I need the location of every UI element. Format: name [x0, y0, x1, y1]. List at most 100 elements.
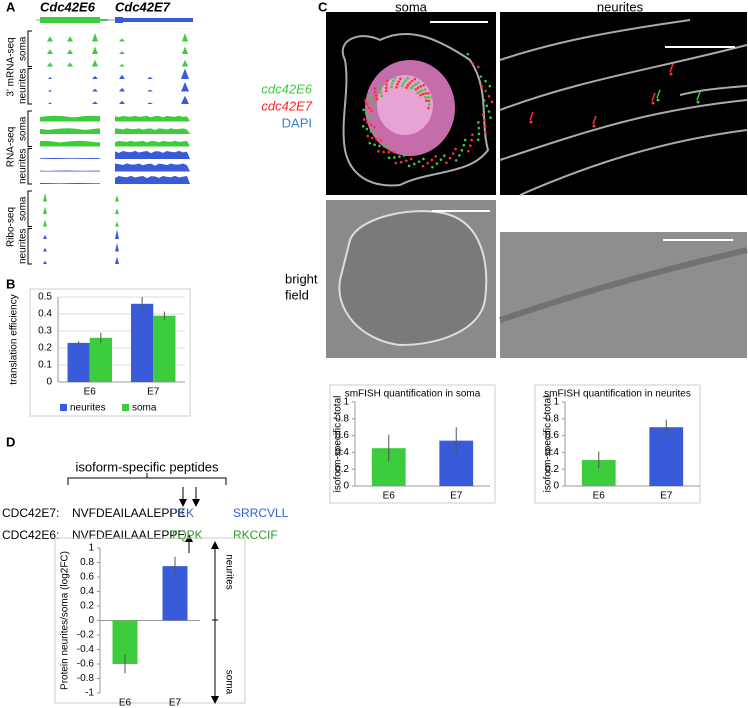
chart-title: smFISH quantification in neurites [544, 389, 691, 400]
rna-spot [392, 150, 395, 154]
y-tick-label: 1 [553, 397, 559, 408]
rna-spot [377, 150, 380, 153]
gene-label: Cdc42E7 [115, 0, 171, 14]
spot-arrow [669, 63, 674, 73]
bracket-label: isoform-specific peptides [75, 459, 219, 474]
y-tick-label: 0.4 [545, 447, 559, 458]
rna-spot [427, 106, 430, 110]
rna-spot [399, 160, 403, 164]
rna-spot [426, 95, 430, 99]
rna-spot [402, 81, 405, 85]
rna-spot [367, 106, 371, 109]
panel-label: B [6, 276, 15, 291]
rna-spot [404, 79, 407, 82]
rna-spot [414, 88, 418, 91]
rna-spot [427, 91, 430, 95]
rna-spot [395, 85, 398, 89]
rna-spot [435, 162, 439, 165]
condition-label: soma [18, 116, 29, 141]
sequence-specific: PKK [170, 506, 194, 520]
rna-spot [366, 134, 370, 138]
gene-model [115, 17, 123, 23]
rna-spot [427, 99, 431, 103]
spot-arrow [592, 115, 597, 125]
assay-label: RNA-seq [6, 127, 17, 168]
coverage-track [40, 115, 190, 122]
rna-spot [482, 99, 486, 102]
rna-spot [370, 117, 374, 121]
rna-spot [423, 88, 427, 91]
rna-spot [416, 81, 420, 84]
rna-spot [390, 82, 394, 86]
rna-spot [408, 81, 412, 85]
y-tick-label: 0.2 [38, 343, 52, 354]
gene-label: Cdc42E6 [40, 0, 96, 14]
chart-frame [54, 537, 246, 704]
rna-spot [387, 156, 391, 160]
brightfield-image [500, 232, 747, 358]
nucleus-center [377, 75, 433, 135]
rna-spot [471, 61, 474, 65]
rna-spot [477, 121, 480, 124]
rna-spot [489, 116, 492, 119]
coverage-track [40, 163, 190, 172]
coverage-track [38, 82, 192, 92]
condition-label: neurites [18, 68, 29, 104]
peptide-bracket [67, 473, 227, 485]
rna-spot [386, 79, 389, 83]
bar [131, 303, 154, 382]
legend-label: DAPI [282, 115, 312, 130]
rna-spot [373, 143, 376, 147]
assay-label: Ribo-seq [6, 207, 17, 247]
rna-spot [373, 104, 376, 108]
cell-body [338, 210, 488, 347]
rna-spot [427, 103, 431, 106]
coverage-track [38, 46, 192, 54]
rna-spot [477, 132, 481, 136]
rna-spot [476, 138, 480, 141]
rna-spot [454, 159, 458, 162]
coverage-track [40, 150, 190, 159]
rna-spot [481, 113, 485, 116]
x-tick-label: E6 [383, 491, 396, 502]
y-tick-label: 0.2 [335, 464, 349, 475]
sequence-common: NVFDEAILAALEPPE [72, 528, 185, 542]
coverage-track [40, 140, 190, 147]
neurite-outline [499, 19, 691, 61]
rna-spot [369, 98, 373, 101]
coverage-track [40, 175, 190, 184]
rna-spot [483, 118, 486, 122]
y-tick-label: 0 [46, 377, 52, 388]
rna-spot [487, 95, 491, 98]
rna-spot [361, 125, 365, 128]
chart-frame [29, 288, 191, 417]
rna-spot [454, 147, 457, 151]
y-axis-label: isoform-specific / total [333, 396, 344, 493]
rna-spot [385, 83, 388, 86]
brightfield-label: field [285, 287, 309, 302]
rna-spot [369, 123, 373, 127]
rna-spot [696, 100, 700, 104]
neurite-outline [679, 85, 748, 96]
rna-spot [398, 155, 401, 158]
neurite-outline [499, 44, 748, 111]
y-axis-label: Protein neurites/soma (log2FC) [60, 551, 71, 690]
rna-spot [417, 160, 421, 163]
rna-spot [362, 118, 366, 121]
legend-swatch [122, 404, 129, 411]
rna-spot [490, 100, 494, 104]
rna-spot [445, 161, 448, 164]
x-tick-label: E7 [169, 698, 182, 708]
chart-frame [329, 384, 496, 504]
rna-spot [405, 159, 408, 163]
rna-spot [368, 141, 372, 145]
rna-spot [443, 154, 446, 157]
legend-label: neurites [70, 403, 106, 414]
y-tick-label: 0.3 [38, 326, 52, 337]
rna-spot [468, 144, 472, 147]
rna-spot [373, 131, 377, 135]
rna-spot [422, 84, 425, 87]
rna-spot [463, 138, 467, 142]
rna-spot [379, 139, 383, 142]
